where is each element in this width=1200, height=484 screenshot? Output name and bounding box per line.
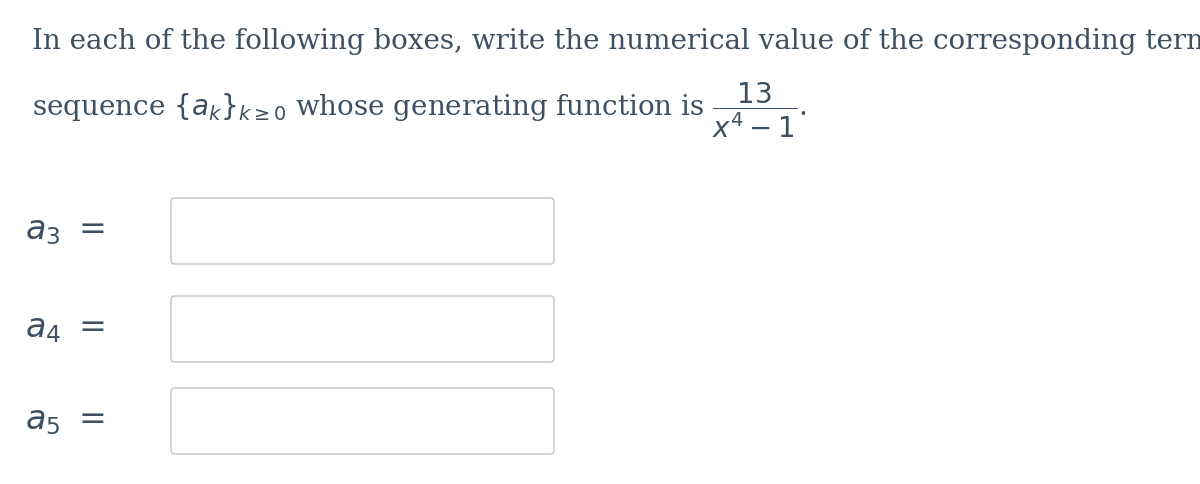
Text: sequence $\{a_k\}_{k\geq 0}$ whose generating function is $\dfrac{13}{x^4-1}$.: sequence $\{a_k\}_{k\geq 0}$ whose gener…: [32, 80, 806, 139]
Text: $a_4$ $=$: $a_4$ $=$: [25, 313, 104, 345]
FancyBboxPatch shape: [172, 198, 554, 264]
FancyBboxPatch shape: [172, 296, 554, 362]
Text: $a_5$ $=$: $a_5$ $=$: [25, 405, 104, 437]
Text: $a_3$ $=$: $a_3$ $=$: [25, 215, 104, 247]
Text: In each of the following boxes, write the numerical value of the corresponding t: In each of the following boxes, write th…: [32, 28, 1200, 55]
FancyBboxPatch shape: [172, 388, 554, 454]
